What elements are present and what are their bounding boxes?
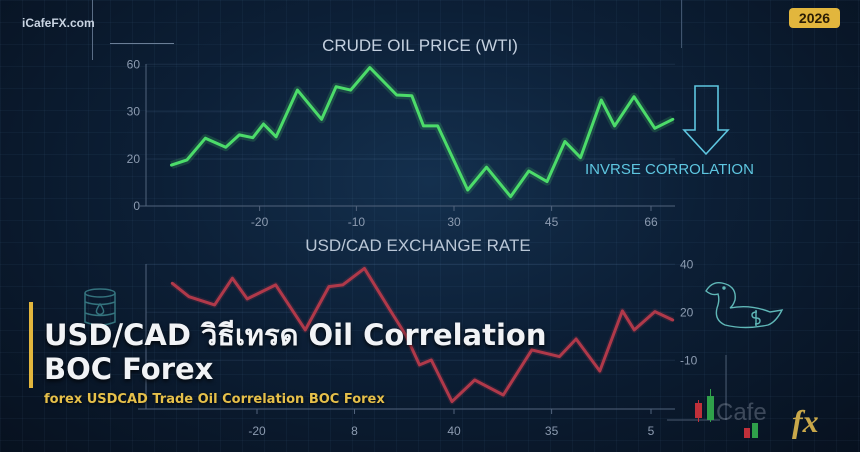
x-tick-label: 8 [351,424,358,438]
decorative-line [110,43,174,44]
x-tick-label: 45 [545,215,559,229]
x-tick-label: 40 [447,424,461,438]
headline-accent-bar [29,302,33,388]
usdcad-chart-title: USD/CAD EXCHANGE RATE [305,236,531,255]
headline: USD/CAD วิธีเทรด Oil Correlation BOC For… [44,318,547,386]
svg-text:fx: fx [792,403,819,439]
cafefx-logo: Cafe fx [716,399,819,439]
usdcad-chart: 40 20 -10 -20 8 40 35 5 [138,257,698,438]
y-tick-label: 0 [133,199,140,213]
loonie-duck-icon [705,281,784,329]
y-tick-label: 30 [127,105,141,119]
x-tick-label: -20 [248,424,266,438]
x-tick-label: 35 [545,424,559,438]
x-tick-label: -10 [348,215,366,229]
oil-barrel-icon [84,288,116,326]
y-tick-label: -10 [680,353,698,367]
y-tick-label: 60 [127,57,141,71]
x-tick-label: 5 [648,424,655,438]
down-arrow-icon [682,85,730,156]
subtitle: forex USDCAD Trade Oil Correlation BOC F… [44,392,385,407]
x-tick-label: -20 [251,215,269,229]
svg-text:Cafe: Cafe [716,399,767,426]
y-tick-label: 20 [680,305,694,319]
inverse-correlation-label: INVRSE CORROLATION [585,161,754,178]
year-badge: 2026 [789,8,840,28]
x-tick-label: 30 [447,215,461,229]
candlestick-icon [667,355,758,438]
headline-line-1: USD/CAD วิธีเทรด Oil Correlation [44,318,547,352]
y-tick-label: 20 [127,152,141,166]
y-tick-label: 40 [680,257,694,271]
decorative-line [92,0,93,60]
x-tick-label: 66 [644,215,658,229]
headline-line-2: BOC Forex [44,352,214,386]
oil-chart: 0 20 30 60 -20 -10 30 45 66 [127,57,675,229]
brand-label: iCafeFX.com [22,16,95,30]
oil-chart-title: CRUDE OIL PRICE (WTI) [322,36,518,55]
decorative-line [681,0,682,48]
